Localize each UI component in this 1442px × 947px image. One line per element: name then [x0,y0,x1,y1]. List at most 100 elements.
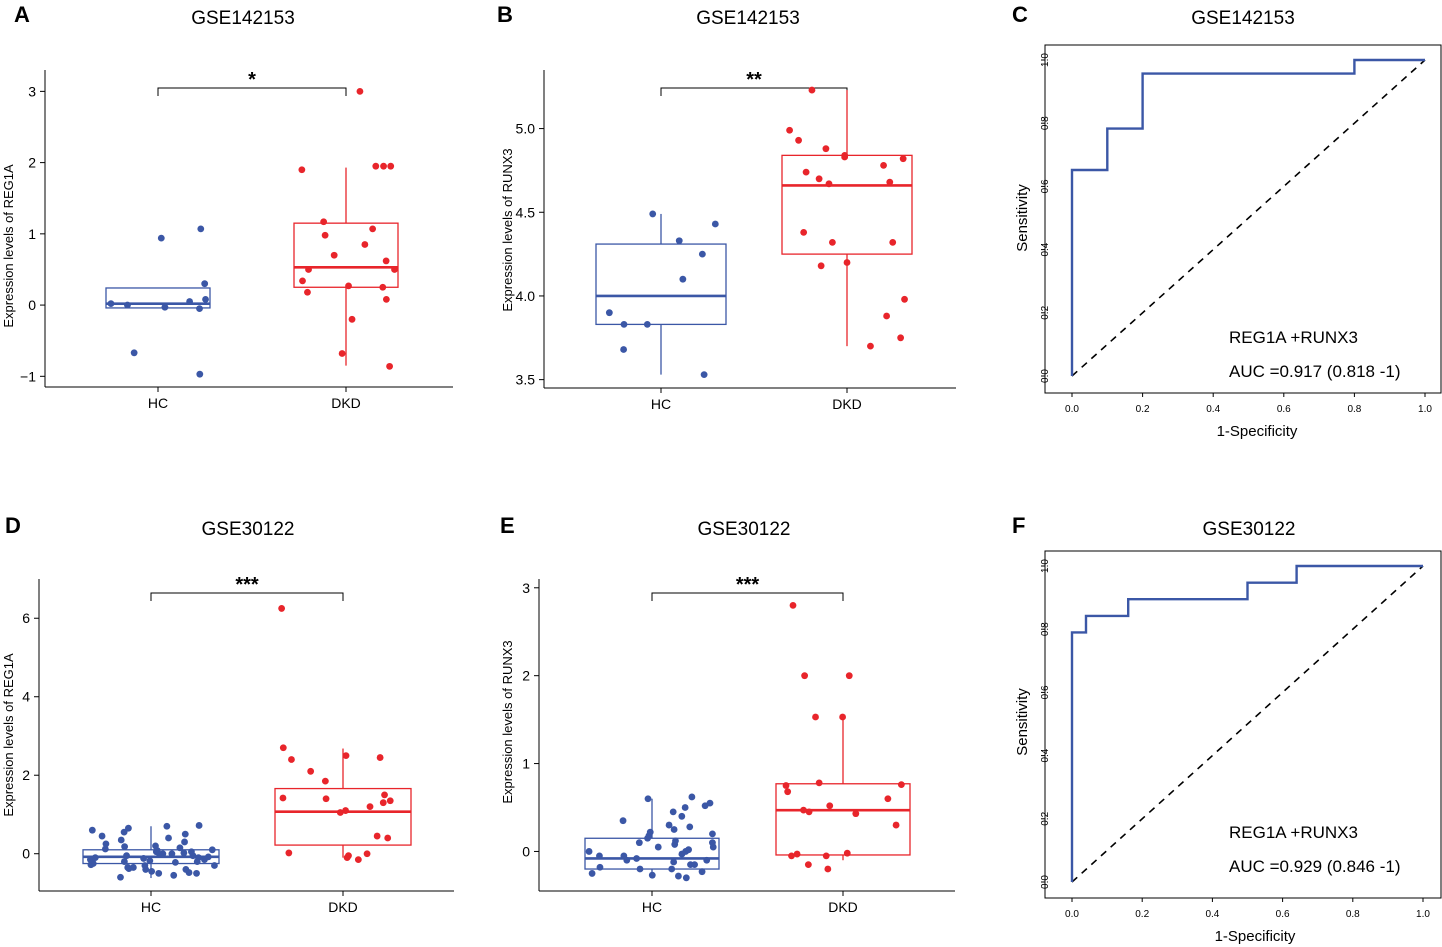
panel-b-dkd-point [786,126,793,134]
panel-f-chance-line [1071,565,1424,883]
panel-e-dkd-point [826,802,834,810]
panel-f-legend-model: REG1A +RUNX3 [1229,823,1358,842]
panel-c-y-tick-label: 0.6 [1040,179,1051,193]
panel-d-hc-point [181,838,188,846]
panel-d-dkd-point [386,797,394,805]
panel-f-y-tick-label: 0.6 [1040,685,1051,699]
panel-d-dkd-point [307,767,315,775]
panel-e-dkd-point [800,806,807,814]
panel-e-hc-point [698,868,706,876]
panel-a-dkd-point [386,362,393,370]
panel-f-y-tick-label: 0.2 [1040,811,1051,825]
panel-d-y-tick-label: 0 [22,846,30,862]
panel-letter-e: E [500,513,515,538]
panel-e-hc-box [584,837,720,870]
panel-f-xlabel: 1-Specificity [1215,928,1296,945]
panel-f-ylabel: Sensitivity [1014,688,1031,756]
panel-b-dkd-point [822,145,830,153]
panel-c-chance-line [1071,59,1426,377]
panel-e: E GSE30122 Expression levels of RUNX3 0 1… [500,513,955,915]
panel-d-dkd-point [285,849,293,857]
panel-a-hc-point [196,370,204,378]
panel-d-hc-point [195,822,203,829]
panel-b-y-tick-label: 4.5 [516,204,536,220]
panel-f-y-tick-label: 1.0 [1040,559,1051,573]
panel-b-y-tick-label: 4.0 [516,288,536,304]
panel-e-dkd-point [822,852,830,860]
panel-e-hc-point [665,821,673,829]
panel-f-title: GSE30122 [1203,519,1296,540]
panel-letter-c: C [1012,2,1028,27]
panel-d-hc-point [121,843,129,851]
panel-d-dkd-point [379,799,387,807]
panel-a-y-tick-label: 3 [28,83,36,99]
panel-e-y-tick-label: 3 [522,580,530,596]
panel-f-x-tick-label: 1.0 [1416,909,1430,920]
panel-a-significance-bracket [157,87,347,96]
panel-d-hc-point [102,840,110,848]
panel-f-auc: AUC =0.929 (0.846 -1) [1229,857,1401,876]
panel-a-hc-point [161,303,169,311]
panel-a-dkd-point [304,288,311,296]
panel-b-dkd-point [828,238,836,246]
panel-c-x-tick-label: 0.6 [1277,404,1291,415]
panel-a-hc-point [201,280,209,288]
panel-b-y-tick-label: 3.5 [516,372,536,388]
panel-d-x-tick-label: HC [141,899,161,915]
panel-a-dkd-point [380,162,387,170]
panel-f-roc-curve [1070,564,1423,882]
panel-e-dkd-point [805,808,813,816]
panel-f-y-tick-label: 0.0 [1040,875,1051,889]
panel-d-significance-bracket [150,592,344,601]
panel-a-dkd-point [345,282,352,290]
panel-d-dkd-point [366,803,374,811]
panel-e-dkd-point [852,810,860,818]
panel-d-hc-point [211,862,218,869]
panel-d-hc-point [120,858,128,865]
panel-a-hc-point [157,234,165,242]
panel-a-y-tick-label: 1 [28,226,36,242]
panel-d-dkd-point [373,832,381,840]
panel-a-dkd-point [382,257,390,265]
panel-a-hc-point [202,295,209,303]
panel-d-hc-point [180,849,188,857]
panel-c-x-tick-label: 0.0 [1065,404,1079,415]
panel-b-hc-point [605,309,613,317]
panel-a-dkd-point [391,266,398,273]
panel-d-hc-point [101,845,109,853]
panel-e-dkd-point [782,782,790,789]
panel-e-dkd-point [897,781,905,789]
panel-e-significance-stars: *** [736,574,760,596]
panel-f-x-tick-label: 0.4 [1205,909,1219,920]
panel-c-y-tick-label: 0.2 [1040,305,1051,319]
panel-e-dkd-point [789,601,797,609]
panel-d-ylabel: Expression levels of REG1A [1,653,16,817]
panel-e-hc-point [685,846,692,854]
panel-e-hc-point [620,852,628,860]
panel-b-ylabel: Expression levels of RUNX3 [500,148,515,311]
panel-e-hc-point [706,799,714,807]
panel-a-ylabel: Expression levels of REG1A [1,164,16,328]
panel-d-hc-point [168,850,176,858]
panel-a-x-tick-label: DKD [331,395,361,411]
panel-e-hc-point [619,817,627,825]
panel-e-dkd-point [788,852,795,860]
panel-d-hc-point [91,854,99,862]
panel-d-dkd-point [376,754,384,761]
panel-d-dkd-point [278,605,286,612]
panel-e-plot: 0 1 2 3 HC DKD *** [522,574,955,915]
panel-e-dkd-point [839,713,847,721]
panel-b-plot: 3.5 4.0 4.5 5.0 HC DKD ** [516,69,956,412]
panel-d-hc-point [117,836,125,844]
panel-b-title: GSE142153 [696,8,800,29]
panel-d-dkd-point [279,744,287,752]
panel-b-dkd-point [886,178,894,186]
panel-b-dkd-point [802,168,810,176]
panel-e-x-tick-label: HC [642,899,662,915]
panel-b-hc-point [620,321,628,328]
panel-d-hc-point [195,854,202,862]
panel-e-hc-point [709,839,716,847]
panel-e-dkd-point [793,850,801,858]
panel-d-hc-point [181,830,189,838]
panel-c-x-tick-label: 0.4 [1206,404,1220,415]
